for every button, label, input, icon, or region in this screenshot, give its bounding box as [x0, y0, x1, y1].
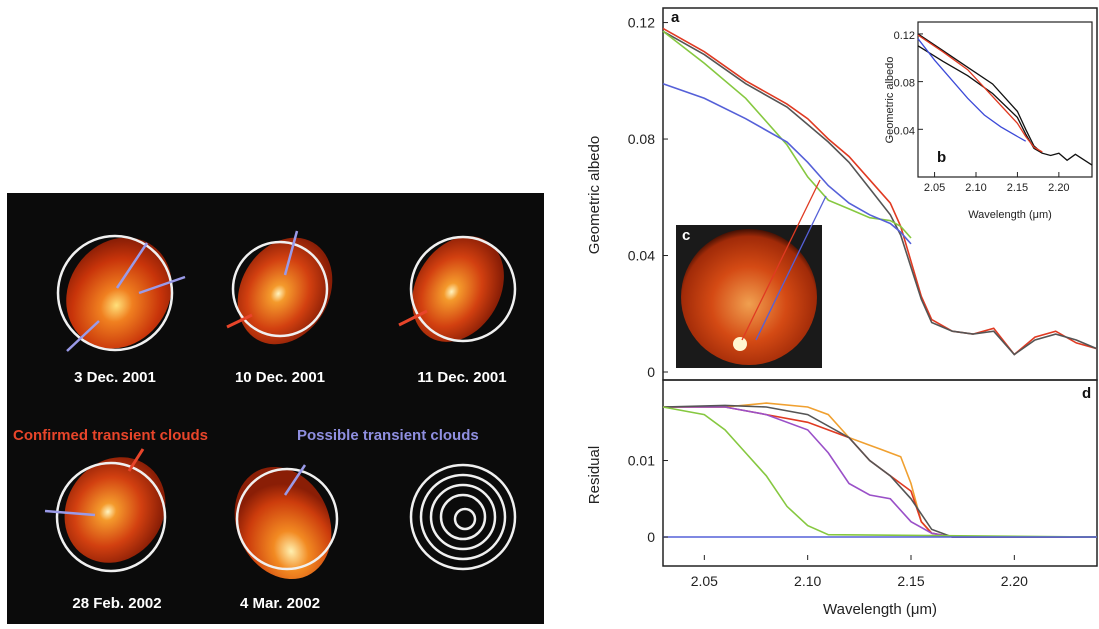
panel-a-ylabel: Geometric albedo [586, 136, 603, 254]
x-tick-label: 2.05 [691, 573, 718, 589]
disk-body [64, 457, 166, 563]
y-tick-label: 0.08 [628, 131, 655, 147]
series-line-3 [662, 82, 912, 245]
panel-b-plot: 0.04 0.08 0.12 2.05 2.10 2.15 2.20 [894, 30, 1093, 194]
series-line-0 [662, 27, 1098, 356]
connector-line [755, 195, 827, 341]
series-line-1 [662, 30, 1098, 356]
panel-label-a: a [671, 9, 680, 26]
y-tick-label: 0.12 [628, 15, 655, 31]
panel-label-c: c [682, 227, 690, 244]
series-line-0 [663, 402, 1097, 538]
y-tick-label: 0.04 [894, 125, 915, 137]
series-line-0 [917, 33, 1093, 166]
panel-b-inset: 0.04 0.08 0.12 2.05 2.10 2.15 2.20 [894, 21, 1093, 194]
disk-body [237, 237, 333, 345]
disk-outline [56, 234, 174, 352]
confirmed-cloud-marker [226, 313, 253, 329]
disk-date-label: 3 Dec. 2001 [74, 369, 156, 386]
panel-b-frame [917, 21, 1093, 178]
y-tick-label: 0.08 [894, 78, 915, 90]
y-tick-label: 0 [647, 529, 655, 545]
disk-outline [235, 467, 339, 571]
series-line-4 [662, 406, 1098, 538]
disk-outline [55, 461, 167, 573]
y-tick-label: 0.04 [628, 248, 655, 264]
disk-outline [409, 235, 517, 343]
confirmed-cloud-marker [127, 448, 145, 472]
series-line-2 [917, 34, 1043, 153]
x-tick-label: 2.20 [1001, 573, 1028, 589]
disk-date-label: 10 Dec. 2001 [234, 369, 326, 386]
disk-28-feb-2002 [44, 448, 167, 573]
panel-a-plot: 0 0.04 0.08 0.12 [628, 15, 1098, 380]
panel-label-d: d [1082, 385, 1091, 402]
possible-cloud-marker [44, 509, 96, 517]
series-line-2 [662, 30, 912, 239]
series-line-3 [662, 404, 1097, 538]
panel-d-frame [662, 379, 1098, 567]
disk-10-dec-2001 [226, 230, 333, 345]
concentric-circles-diagram [409, 463, 517, 571]
x-tick-label: 2.10 [965, 182, 986, 194]
disk-date-label: 4 Mar. 2002 [239, 595, 321, 612]
possible-cloud-marker [66, 320, 100, 352]
panel-d-xlabel: Wavelength (μm) [823, 601, 937, 618]
disk-date-label: 11 Dec. 2001 [417, 369, 507, 386]
possible-cloud-marker [115, 242, 149, 289]
series-line-3 [917, 38, 1027, 142]
x-tick-label: 2.20 [1048, 182, 1069, 194]
x-tick-label: 2.05 [924, 182, 945, 194]
disk-image-panel: 3 Dec. 2001 10 Dec. 2001 11 Dec. 2001 28… [7, 193, 544, 624]
y-tick-label: 0.01 [628, 453, 655, 469]
panel-b-xlabel: Wavelength (μm) [968, 209, 1052, 221]
x-tick-label: 2.15 [897, 573, 924, 589]
disk-outline [231, 240, 329, 338]
series-line-2 [663, 406, 1097, 538]
possible-cloud-marker [138, 275, 186, 295]
disk-date-label: 28 Feb. 2002 [72, 595, 162, 612]
possible-cloud-marker [283, 464, 307, 496]
disk-4-mar-2002 [234, 464, 339, 580]
disk-body [234, 466, 332, 580]
disk-image-svg [44, 230, 517, 580]
y-tick-label: 0 [647, 364, 655, 380]
panel-label-b: b [937, 149, 946, 166]
y-tick-label: 0.12 [894, 30, 915, 42]
panel-b-ylabel: Geometric albedo [884, 57, 896, 144]
legend-confirmed-clouds: Confirmed transient clouds [13, 427, 209, 444]
panel-c-image: c [676, 179, 827, 368]
panel-d-plot: 0 0.01 2.05 2.10 2.15 2.20 [628, 402, 1098, 589]
confirmed-cloud-marker [398, 309, 428, 327]
possible-cloud-marker [283, 230, 299, 276]
x-tick-label: 2.15 [1007, 182, 1028, 194]
connector-line [741, 179, 821, 341]
disk-3-dec-2001 [56, 234, 186, 352]
panel-d-ylabel: Residual [586, 446, 603, 504]
disk-body [66, 237, 172, 349]
series-line-1 [663, 406, 1097, 538]
legend-possible-clouds: Possible transient clouds [297, 427, 479, 444]
x-tick-label: 2.10 [794, 573, 821, 589]
disk-11-dec-2001 [398, 235, 517, 343]
disk-body [412, 236, 504, 342]
